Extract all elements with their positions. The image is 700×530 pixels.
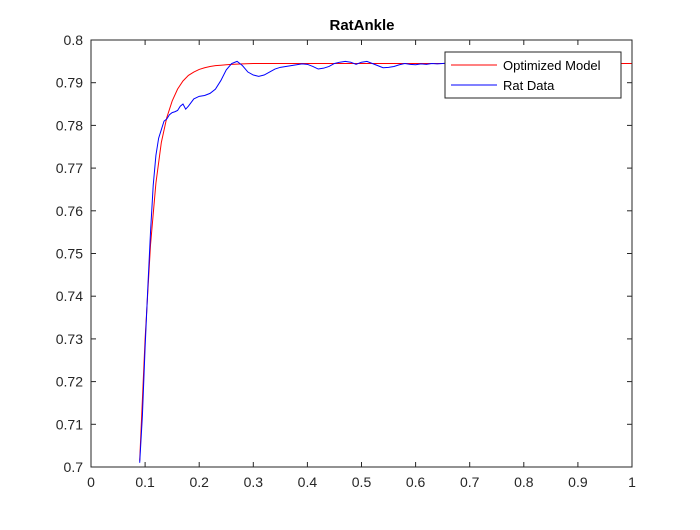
x-tick-label: 0.3 [244,474,264,490]
y-tick-label: 0.8 [64,32,84,48]
y-tick-label: 0.75 [56,246,83,262]
y-tick-label: 0.74 [56,288,83,304]
y-tick-label: 0.77 [56,160,83,176]
x-tick-label: 0.5 [352,474,372,490]
y-tick-label: 0.72 [56,374,83,390]
axes: 0 0.1 0.2 0.3 0.4 0.5 0.6 0.7 0.8 0.9 1 0.7 0.71 0.72… [56,32,636,490]
x-tick-label: 0.7 [460,474,480,490]
y-tick-label: 0.73 [56,331,83,347]
x-tick-label: 0.1 [135,474,155,490]
y-tick-label: 0.71 [56,416,83,432]
y-tick-label: 0.7 [64,459,84,475]
chart-title: RatAnkle [329,17,394,34]
legend-label-optimized-model: Optimized Model [503,58,601,73]
legend-label-rat-data: Rat Data [503,78,555,93]
y-tick-label: 0.79 [56,75,83,91]
series-line-optimized-model [139,62,632,461]
legend: Optimized Model Rat Data [444,51,622,99]
x-tick-label: 1 [628,474,636,490]
x-tick-label: 0.4 [298,474,318,490]
legend-box [444,51,622,99]
x-tick-label: 0.6 [406,474,426,490]
x-tick-label: 0 [87,474,95,490]
y-tick-label: 0.78 [56,117,83,133]
x-tick-label: 0.9 [568,474,588,490]
plot-area [139,60,632,463]
x-tick-label: 0.8 [514,474,534,490]
y-tick-label: 0.76 [56,203,83,219]
series-line-rat-data [139,60,470,463]
x-tick-label: 0.2 [189,474,209,490]
